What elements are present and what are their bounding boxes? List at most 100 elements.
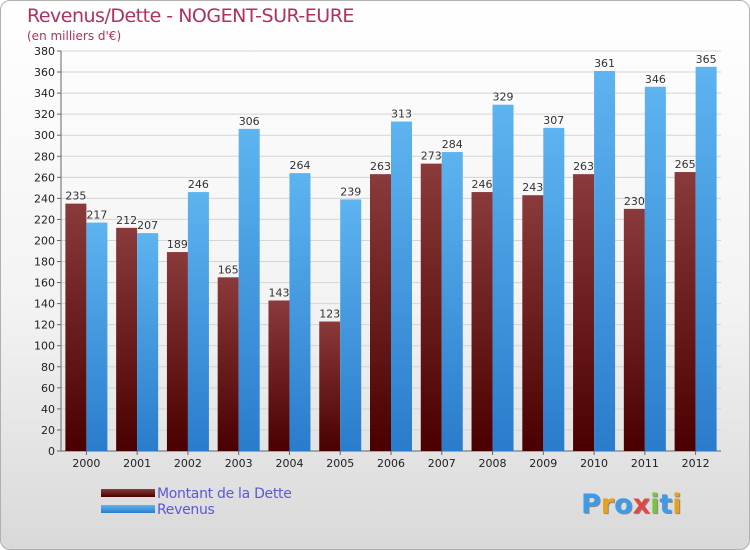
value-label-debt: 263: [573, 160, 594, 173]
legend-swatch-debt: [101, 489, 155, 497]
logo-letter: o: [614, 489, 633, 520]
legend-label-revenus: Revenus: [157, 502, 215, 518]
bar-revenus: [86, 222, 108, 451]
value-label-revenus: 306: [239, 115, 260, 128]
bar-debt: [522, 195, 544, 451]
logo-letter: r: [600, 489, 615, 520]
x-tick-label: 2007: [428, 457, 456, 470]
y-tick-label: 140: [34, 298, 55, 311]
value-label-revenus: 313: [391, 108, 412, 121]
chart-title: Revenus/Dette - NOGENT-SUR-EURE: [27, 5, 354, 27]
x-tick-label: 2009: [529, 457, 557, 470]
value-label-debt: 212: [116, 214, 137, 227]
value-label-revenus: 346: [645, 73, 666, 86]
value-label-revenus: 239: [340, 185, 361, 198]
legend-label-debt: Montant de la Dette: [157, 486, 292, 502]
bar-debt: [420, 163, 442, 451]
y-tick-label: 180: [34, 256, 55, 269]
x-tick-label: 2004: [275, 457, 303, 470]
value-label-debt: 143: [268, 286, 289, 299]
x-tick-label: 2012: [682, 457, 710, 470]
y-tick-label: 120: [34, 319, 55, 332]
bar-debt: [65, 203, 87, 451]
logo-letter: P: [581, 489, 601, 520]
y-tick-label: 380: [34, 45, 55, 58]
bar-revenus: [340, 199, 362, 451]
x-tick-label: 2002: [174, 457, 202, 470]
proxiti-logo: Proxiti: [581, 489, 682, 520]
y-tick-label: 60: [41, 382, 55, 395]
chart-subtitle: (en milliers d'€): [27, 29, 122, 43]
bar-revenus: [695, 66, 717, 451]
y-tick-label: 340: [34, 87, 55, 100]
value-label-revenus: 284: [442, 138, 463, 151]
y-tick-label: 260: [34, 171, 55, 184]
y-tick-label: 100: [34, 340, 55, 353]
value-label-debt: 230: [624, 195, 645, 208]
value-label-revenus: 361: [594, 57, 615, 70]
value-label-debt: 265: [675, 158, 696, 171]
bar-revenus: [594, 71, 616, 451]
value-label-revenus: 307: [543, 114, 564, 127]
y-tick-label: 80: [41, 361, 55, 374]
bar-revenus: [441, 152, 463, 452]
bar-revenus: [543, 127, 565, 451]
legend-swatch-revenus: [101, 505, 155, 513]
value-label-revenus: 246: [188, 178, 209, 191]
bar-debt: [166, 252, 188, 451]
bar-revenus: [238, 128, 260, 451]
x-tick-label: 2001: [123, 457, 151, 470]
value-label-debt: 123: [319, 308, 340, 321]
value-label-revenus: 207: [137, 219, 158, 232]
bar-revenus: [137, 233, 159, 451]
bar-debt: [268, 300, 290, 451]
y-tick-label: 360: [34, 66, 55, 79]
bar-revenus: [492, 104, 514, 452]
y-tick-label: 160: [34, 277, 55, 290]
bar-revenus: [187, 192, 209, 452]
x-tick-label: 2010: [580, 457, 608, 470]
y-tick-label: 200: [34, 234, 55, 247]
logo-letter: t: [659, 489, 673, 520]
y-tick-label: 20: [41, 424, 55, 437]
bars: [65, 66, 717, 452]
bar-debt: [319, 321, 341, 451]
bar-debt: [623, 208, 645, 451]
bar-debt: [674, 172, 696, 452]
value-label-revenus: 217: [86, 209, 107, 222]
y-tick-label: 220: [34, 213, 55, 226]
value-label-revenus: 365: [696, 53, 717, 66]
y-tick-label: 0: [48, 445, 55, 458]
value-label-debt: 235: [65, 190, 86, 203]
bar-debt: [116, 227, 138, 451]
x-tick-label: 2005: [326, 457, 354, 470]
y-tick-label: 40: [41, 403, 55, 416]
logo-letter: x: [632, 489, 651, 520]
x-tick-label: 2003: [225, 457, 253, 470]
value-label-debt: 263: [370, 160, 391, 173]
x-tick-label: 2000: [72, 457, 100, 470]
logo-letter: i: [672, 489, 682, 520]
value-label-debt: 273: [421, 150, 442, 163]
bar-revenus: [391, 121, 412, 452]
bar-revenus: [289, 173, 311, 451]
x-tick-label: 2008: [479, 457, 507, 470]
x-tick-label: 2006: [377, 457, 405, 470]
value-label-debt: 165: [218, 263, 239, 276]
bar-debt: [471, 192, 493, 452]
value-label-debt: 243: [522, 181, 543, 194]
y-tick-label: 240: [34, 192, 55, 205]
value-label-debt: 246: [472, 178, 493, 191]
value-label-debt: 189: [167, 238, 188, 251]
bar-debt: [217, 277, 239, 451]
y-tick-label: 280: [34, 150, 55, 163]
value-label-revenus: 264: [289, 159, 310, 172]
bar-debt: [573, 174, 595, 451]
logo-letter: i: [650, 489, 660, 520]
y-tick-label: 320: [34, 108, 55, 121]
bar-debt: [370, 174, 391, 451]
bar-revenus: [644, 86, 666, 451]
